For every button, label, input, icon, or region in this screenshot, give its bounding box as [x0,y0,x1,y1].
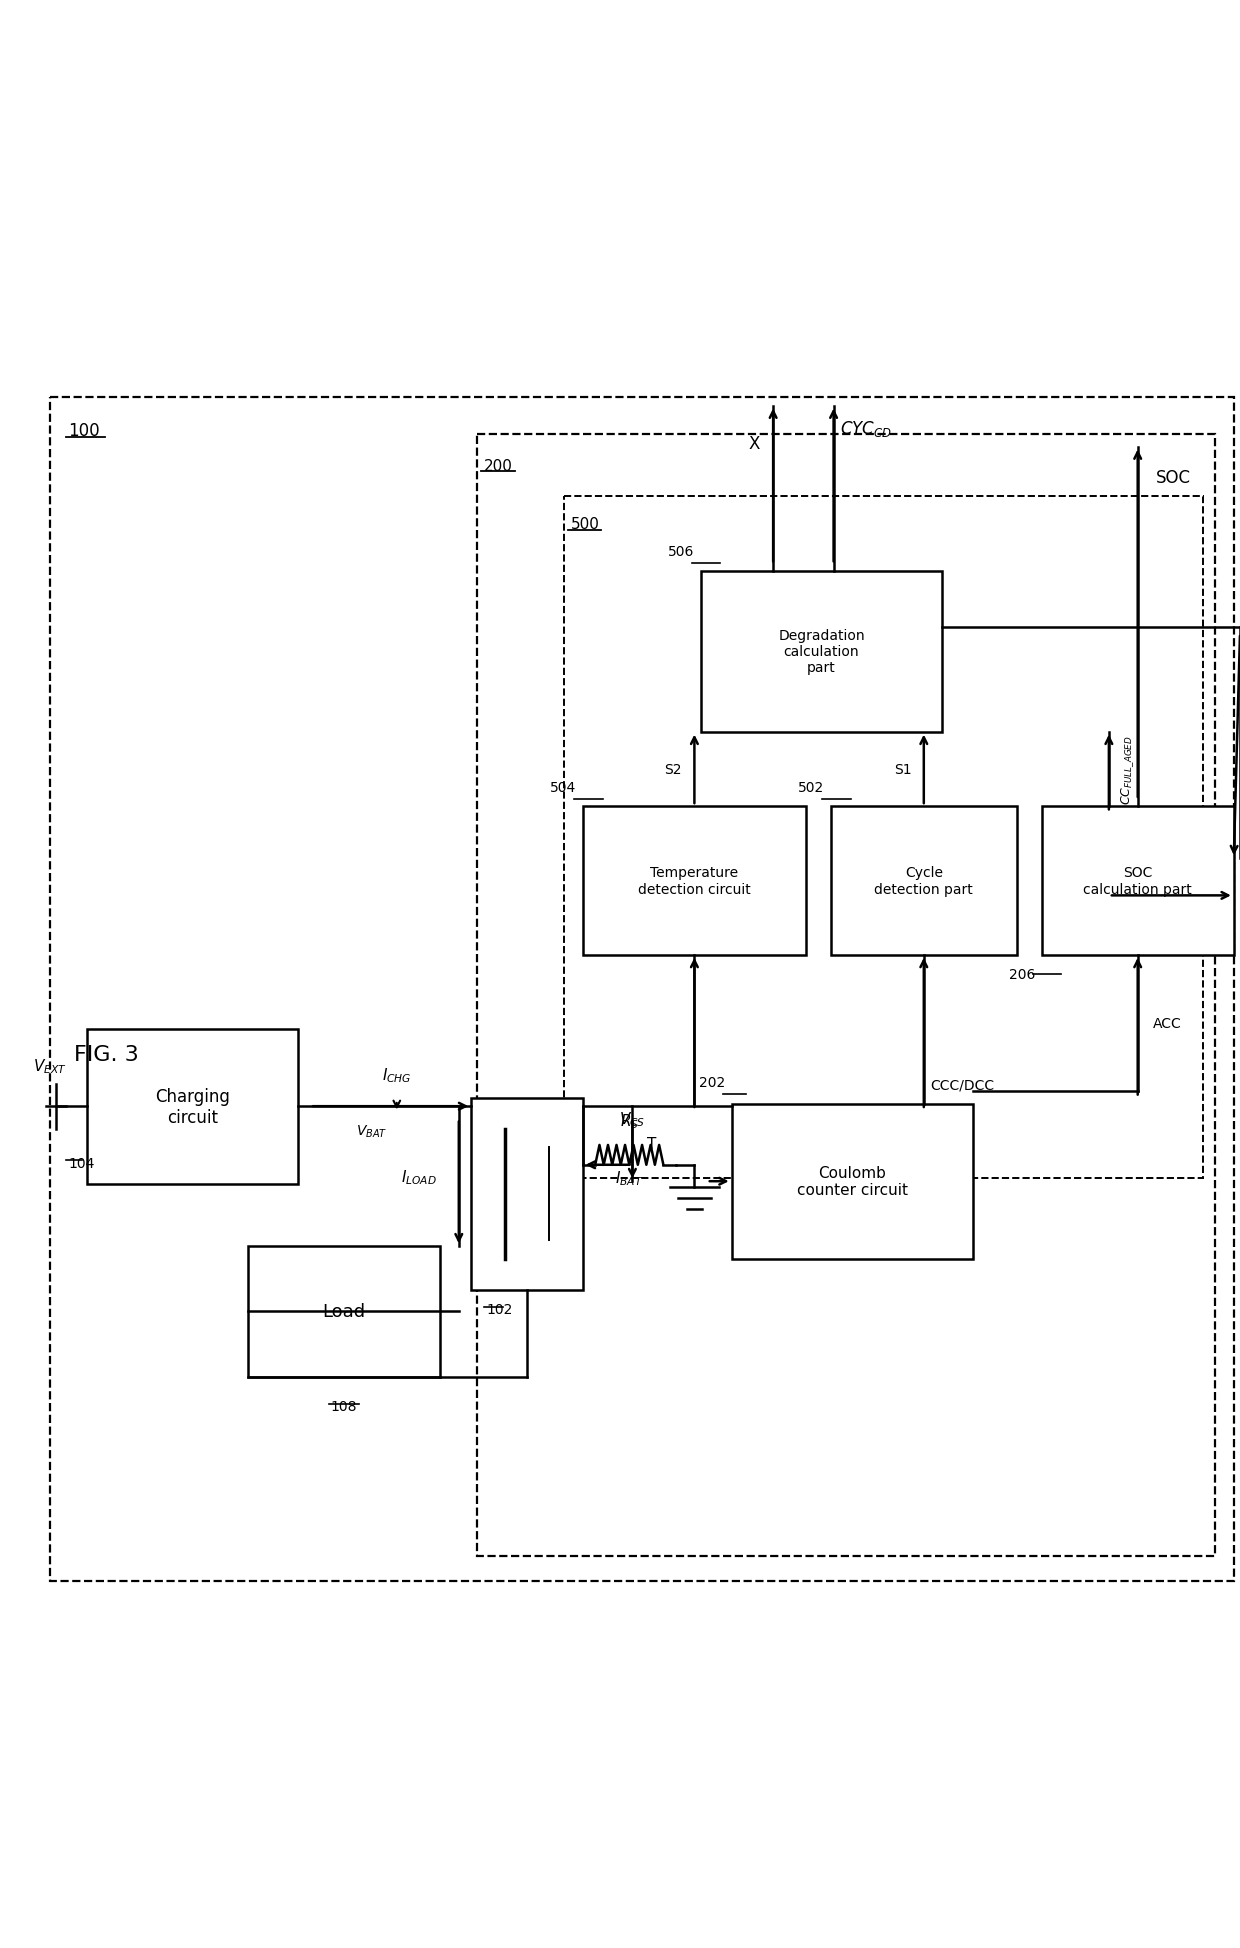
Text: CCC/DCC: CCC/DCC [930,1077,994,1091]
Text: Coulomb
counter circuit: Coulomb counter circuit [797,1165,908,1198]
Bar [1042,806,1234,955]
Bar [471,1099,583,1290]
Text: Degradation
calculation
part: Degradation calculation part [779,629,864,674]
Text: SOC
calculation part: SOC calculation part [1084,867,1192,896]
Text: 500: 500 [570,516,599,532]
Text: $CYC_{CD}$: $CYC_{CD}$ [839,419,892,438]
Text: 202: 202 [699,1075,725,1089]
Text: Charging
circuit: Charging circuit [155,1087,229,1126]
Text: FIG. 3: FIG. 3 [74,1044,139,1064]
Text: S2: S2 [665,762,682,777]
Bar [87,1030,298,1184]
Bar [831,806,1017,955]
Text: $V_{BAT}$: $V_{BAT}$ [356,1122,388,1140]
Text: 504: 504 [551,781,577,795]
Text: $R_S$: $R_S$ [620,1112,639,1130]
Text: Temperature
detection circuit: Temperature detection circuit [639,867,750,896]
Text: ACC: ACC [1153,1017,1182,1030]
Text: 206: 206 [1009,968,1035,982]
Text: 506: 506 [668,545,694,559]
Text: $I_{LOAD}$: $I_{LOAD}$ [401,1167,436,1186]
Text: 108: 108 [331,1399,357,1412]
Text: Cycle
detection part: Cycle detection part [874,867,973,896]
Text: $I_{CHG}$: $I_{CHG}$ [382,1066,412,1085]
Bar [248,1247,440,1377]
Text: S1: S1 [894,762,911,777]
Text: 102: 102 [486,1303,512,1317]
Bar [583,806,806,955]
Text: SOC: SOC [1156,469,1192,487]
Text: 104: 104 [68,1157,94,1171]
Bar [564,497,1203,1179]
Bar [732,1105,973,1258]
Bar [477,434,1215,1556]
Text: X: X [749,434,760,452]
Text: $CC_{FULL\_AGED}$: $CC_{FULL\_AGED}$ [1118,734,1136,805]
Text: 100: 100 [68,423,100,440]
Text: $I_{BAT}$: $I_{BAT}$ [615,1169,644,1188]
Bar [701,571,942,732]
Text: $V_{EXT}$: $V_{EXT}$ [32,1058,67,1075]
Text: 502: 502 [799,781,825,795]
Text: Load: Load [322,1303,366,1321]
Text: T: T [647,1136,657,1151]
Text: 200: 200 [484,458,512,473]
Text: $V_{CS}$: $V_{CS}$ [619,1110,646,1130]
